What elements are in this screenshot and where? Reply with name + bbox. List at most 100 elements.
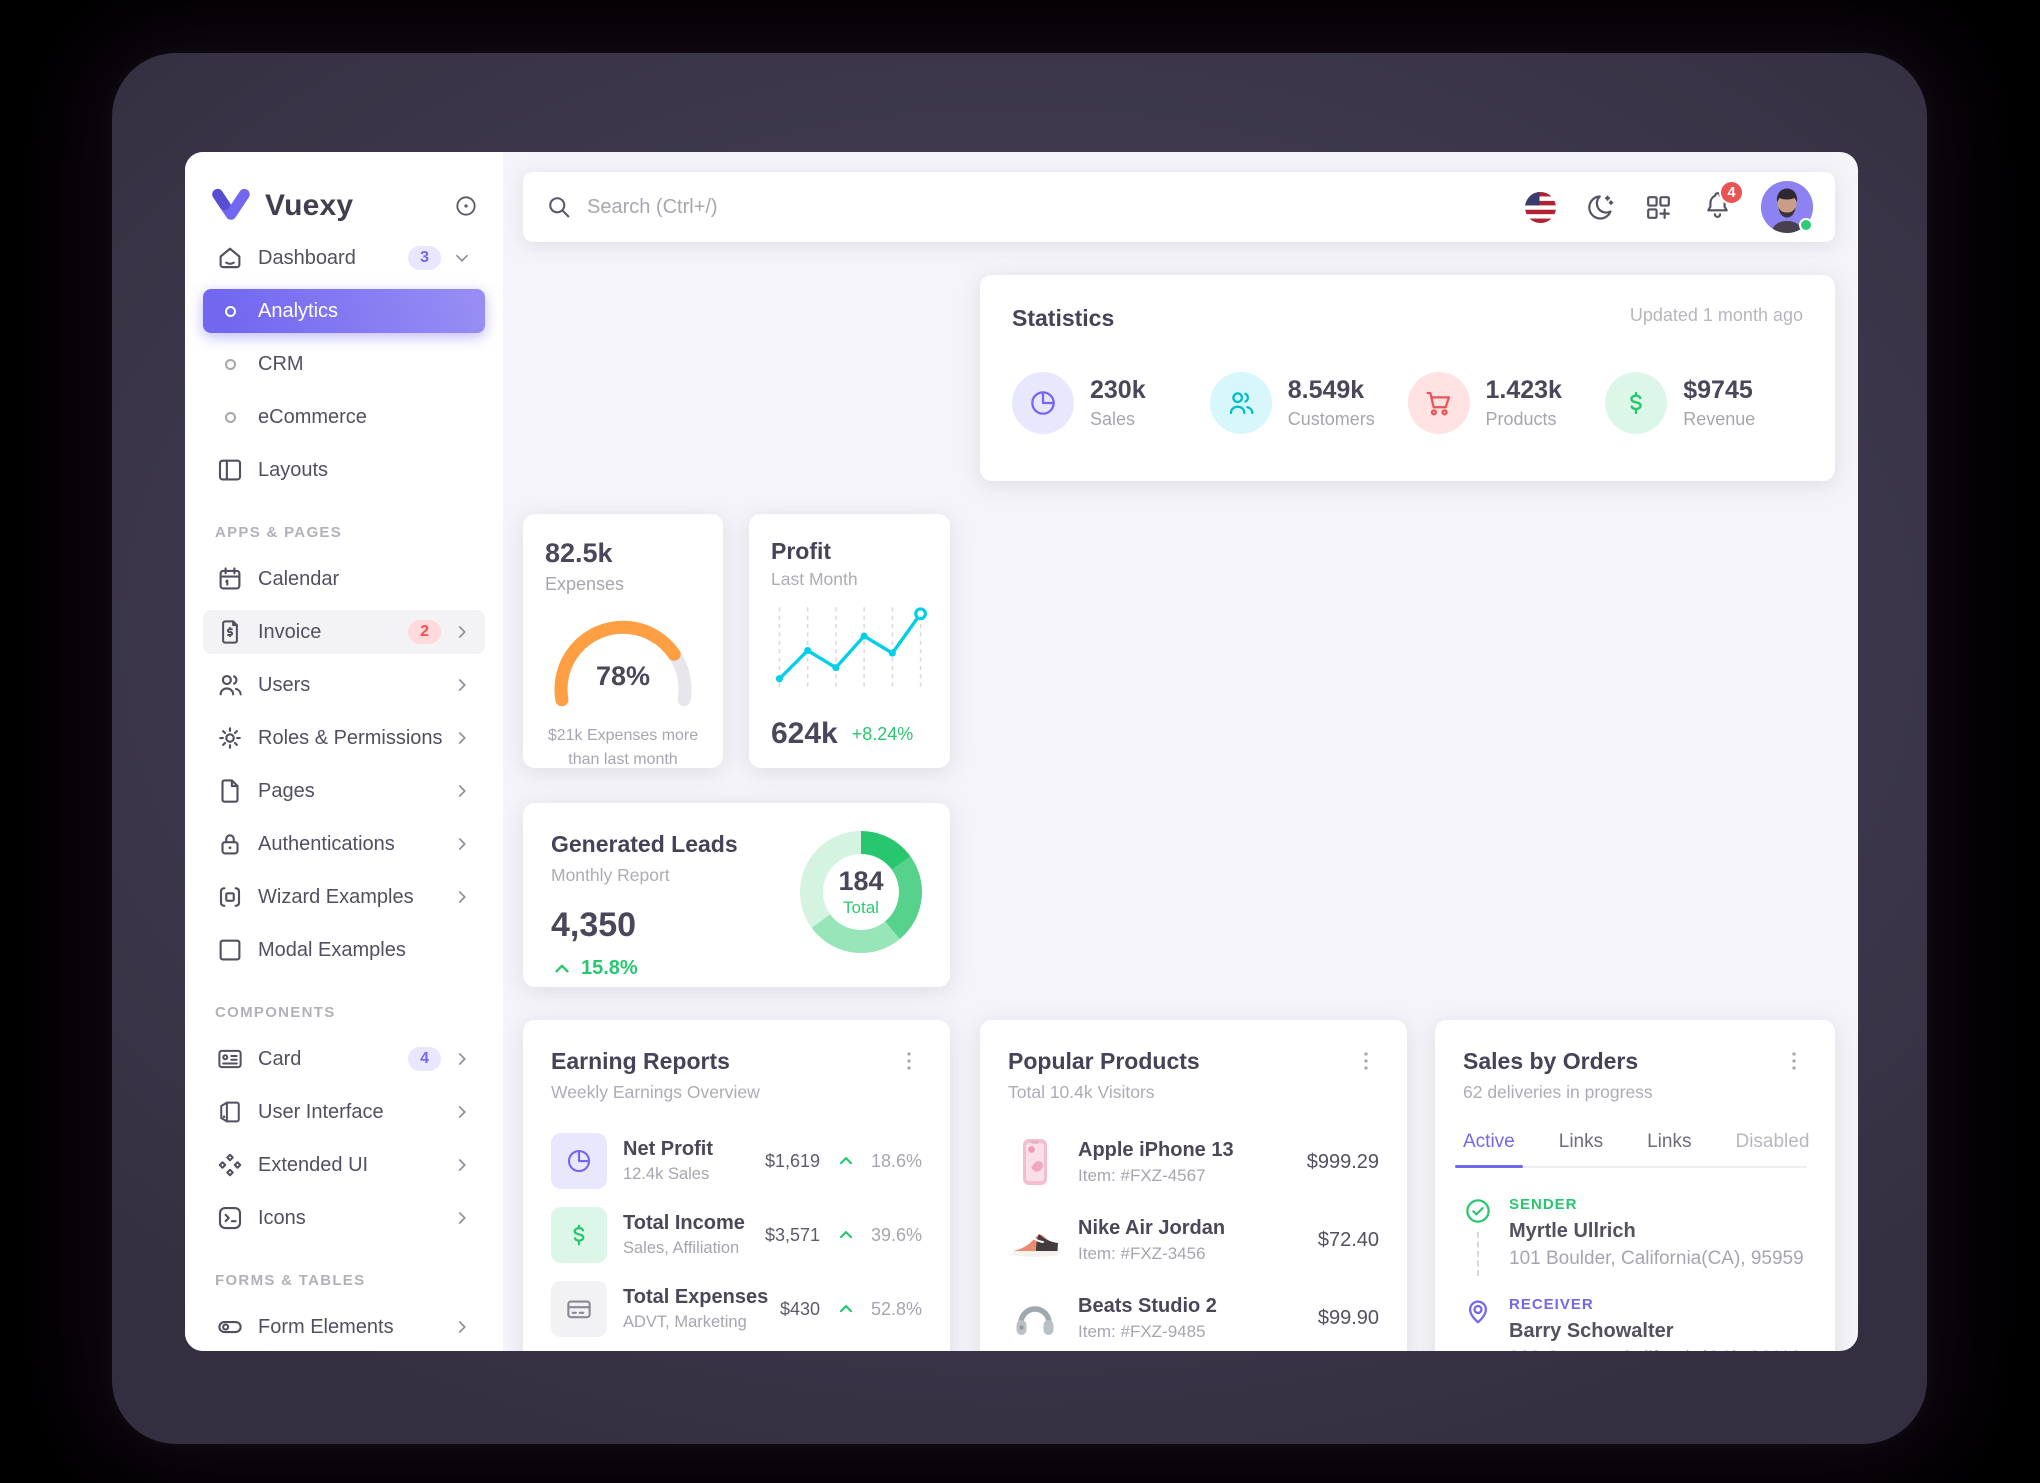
product-image-headphones [1008,1291,1062,1345]
sidebar-item-pages[interactable]: Pages [203,769,485,813]
sidebar-item-modal-examples[interactable]: Modal Examples [203,928,485,972]
earning-row-subtitle: Sales, Affiliation [623,1239,740,1257]
terminal-icon [215,1203,245,1233]
dollar-icon [1620,387,1652,419]
expenses-card: 82.5k Expenses 78% $21k Expenses more th… [523,514,723,768]
earning-row-title: Total Income [623,1212,745,1234]
sidebar-item-label: Form Elements [258,1315,394,1338]
sidebar-item-analytics[interactable]: Analytics [203,289,485,333]
sidebar-item-card[interactable]: Card 4 [203,1037,485,1081]
tab-links-2[interactable]: Links [1647,1131,1692,1152]
sidebar-item-crm[interactable]: CRM [203,342,485,386]
sidebar-item-roles-permissions[interactable]: Roles & Permissions [203,716,485,760]
sidebar-item-label: Analytics [258,299,339,322]
wizard-icon [215,882,245,912]
chevron-right-icon [451,833,473,855]
earning-row-percent: 18.6% [870,1150,922,1171]
sidebar-item-label: Wizard Examples [258,885,414,908]
expenses-note: $21k Expenses more than last month [547,727,699,768]
product-name: Beats Studio 2 [1078,1294,1217,1317]
stat-revenue: $9745 Revenue [1605,372,1803,434]
sidebar-item-label: Invoice [258,620,322,643]
shopping-cart-icon [1423,387,1455,419]
stat-customers: 8.549k Customers [1209,372,1408,434]
notifications[interactable]: 4 [1702,180,1744,225]
earning-row-title: Total Expenses [623,1286,769,1308]
user-avatar[interactable] [1761,181,1813,233]
sidebar-item-wizard-examples[interactable]: Wizard Examples [203,875,485,919]
products-subtitle: Total 10.4k Visitors [1008,1082,1155,1102]
sidebar-item-users[interactable]: Users [203,663,485,707]
section-forms-tables: FORMS & TABLES [215,1272,366,1289]
sidebar-item-ecommerce[interactable]: eCommerce [203,395,485,439]
product-item-code: Item: #FXZ-4567 [1078,1165,1206,1185]
profit-card: Profit Last Month 624k +8.24% [749,514,950,768]
stat-value: 230k [1090,376,1146,404]
sidebar-item-label: Dashboard [258,246,356,269]
sidebar-item-invoice[interactable]: Invoice 2 [203,610,485,654]
users-icon [1225,387,1257,419]
toggle-icon [215,1312,245,1342]
earning-row-percent: 52.8% [870,1298,922,1319]
sidebar-item-icons[interactable]: Icons [203,1196,485,1240]
earning-row-percent: 39.6% [870,1224,922,1245]
language-flag-icon[interactable] [1525,191,1556,223]
square-icon [215,935,245,965]
earning-row-amount: $1,619 [764,1150,820,1171]
trend-up-icon [551,958,573,980]
sidebar-item-dashboard[interactable]: Dashboard 3 [203,236,485,280]
kebab-menu-icon[interactable] [1353,1048,1379,1074]
tab-disabled[interactable]: Disabled [1735,1131,1810,1152]
expenses-label: Expenses [545,574,625,594]
brand-name: Vuexy [265,189,354,222]
leads-subtitle: Monthly Report [551,865,670,885]
invoice-badge: 2 [408,620,441,644]
search-input[interactable] [587,195,1525,219]
chevron-right-icon [451,1207,473,1229]
statistics-items: 230k Sales 8.549k Customers 1.423k Produ… [1012,372,1803,434]
receiver-address: 939 Orange, California(CA), 92118 [1509,1348,1801,1351]
tab-active[interactable]: Active [1455,1131,1523,1168]
dashboard-badge: 3 [408,246,441,270]
donut-total-value: 184 [838,866,884,896]
statistics-updated: Updated 1 month ago [1629,305,1803,325]
products-title: Popular Products [1008,1048,1200,1074]
sidebar-header: Vuexy [185,152,503,226]
stat-value: 1.423k [1485,376,1562,404]
sidebar-item-user-interface[interactable]: User Interface [203,1090,485,1134]
section-apps-pages: APPS & PAGES [215,524,343,541]
earning-row-subtitle: 12.4k Sales [623,1165,710,1183]
sidebar-item-layouts[interactable]: Layouts [203,448,485,492]
popular-products-card: Popular Products Total 10.4k Visitors [980,1020,1407,1351]
kebab-menu-icon[interactable] [896,1048,922,1074]
tab-links-1[interactable]: Links [1558,1131,1604,1152]
id-card-icon [215,1044,245,1074]
orders-tabs: Active Links Links Disabled [1455,1131,1810,1168]
chevron-right-icon [451,886,473,908]
bullet-icon [224,305,236,317]
shortcuts-grid-icon[interactable] [1643,192,1674,223]
credit-card-icon [564,1294,594,1324]
sidebar-item-authentications[interactable]: Authentications [203,822,485,866]
donut-total-label: Total [843,898,879,917]
sidebar-pin-icon[interactable] [453,193,479,219]
product-row-nike: Nike Air Jordan Item: #FXZ-3456 $72.40 [1008,1213,1379,1267]
stat-label: Sales [1090,409,1136,429]
product-price: $72.40 [1317,1228,1379,1251]
orders-subtitle: 62 deliveries in progress [1463,1082,1653,1102]
card-badge: 4 [408,1047,441,1071]
sidebar-item-calendar[interactable]: Calendar [203,557,485,601]
stat-sales: 230k Sales [1012,372,1210,434]
product-item-code: Item: #FXZ-3456 [1078,1243,1206,1263]
receiver-label: RECEIVER [1509,1296,1594,1313]
map-pin-icon [1463,1296,1493,1326]
dark-mode-moon-icon[interactable] [1584,192,1615,223]
sidebar-item-extended-ui[interactable]: Extended UI [203,1143,485,1187]
check-circle-icon [1463,1196,1493,1226]
profit-value: 624k [771,717,838,750]
search-icon[interactable] [545,193,573,221]
online-status-dot [1799,218,1813,232]
sidebar-item-form-elements[interactable]: Form Elements [203,1305,485,1349]
kebab-menu-icon[interactable] [1781,1048,1807,1074]
home-icon [215,243,245,273]
